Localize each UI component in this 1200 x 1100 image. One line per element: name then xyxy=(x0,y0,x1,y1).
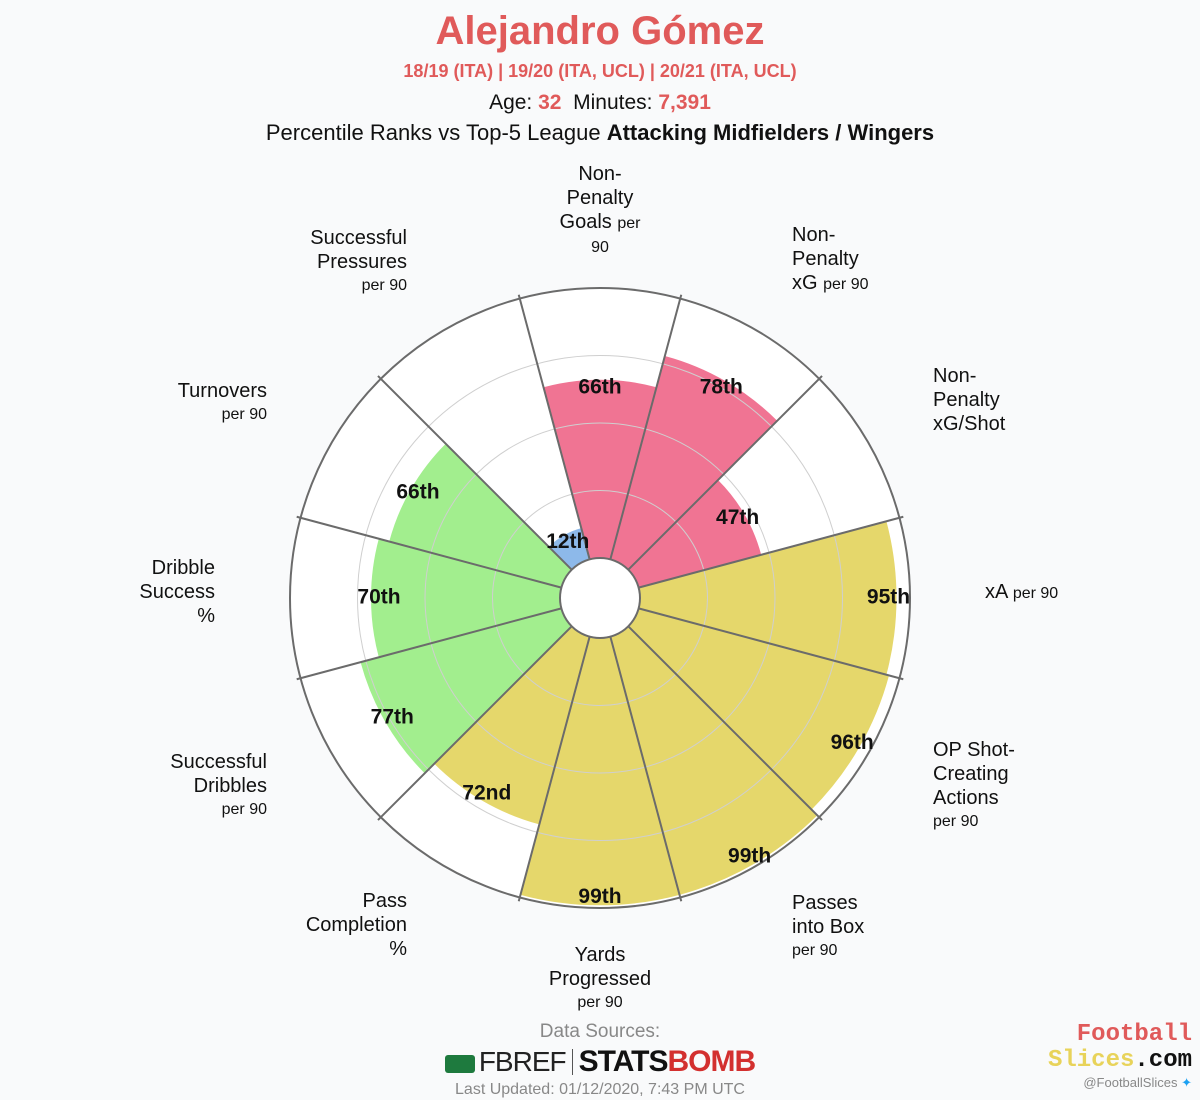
label-yards-progressed: Yards Progressed per 90 xyxy=(548,944,652,1011)
label-op-shot-creating-actions: OP Shot- Creating Actions per 90 xyxy=(933,739,1015,830)
percentile-label: 12th xyxy=(546,530,589,553)
wedge-non-penalty-xg xyxy=(610,355,778,570)
pitch-icon xyxy=(444,1054,475,1073)
label-successful-pressures: Successful Pressures per 90 xyxy=(310,227,407,294)
spoke-line xyxy=(517,294,591,560)
subtitle-prefix: Percentile Ranks vs Top-5 League xyxy=(265,120,601,145)
spoke-line xyxy=(377,625,573,821)
grid-ring-75 xyxy=(357,355,843,841)
chart-title: Alejandro Gómez xyxy=(435,9,765,53)
wedge-successful-dribbles xyxy=(360,608,572,774)
age-label: Age: xyxy=(489,91,533,114)
spoke-line xyxy=(296,515,562,589)
label-non-penalty-xg-per-shot: Non- Penalty xG/Shot xyxy=(933,365,1006,435)
chart-header: Alejandro Gómez 18/19 (ITA) | 19/20 (ITA… xyxy=(0,6,1200,148)
grid-ring-25 xyxy=(492,490,708,706)
label-passes-into-box: Passes into Box per 90 xyxy=(792,892,865,959)
label-dribble-success: Dribble Success % xyxy=(139,557,215,627)
wedge-yards-progressed xyxy=(520,636,680,906)
label-pass-completion: Pass Completion % xyxy=(305,890,407,960)
minutes-label: Minutes: xyxy=(573,91,653,114)
spoke-lines xyxy=(296,294,904,902)
seasons-line: 18/19 (ITA) | 19/20 (ITA, UCL) | 20/21 (… xyxy=(403,61,797,81)
grid-ring-50 xyxy=(424,422,776,774)
percentile-label: 96th xyxy=(831,731,874,754)
percentile-wedges xyxy=(360,355,897,906)
source-logos: FBREF STATSBOMB xyxy=(400,1045,800,1078)
percentile-label: 99th xyxy=(578,885,621,908)
subtitle-position: Attacking Midfielders / Wingers xyxy=(606,120,935,145)
wedge-pass-completion xyxy=(434,626,590,825)
percentile-label: 77th xyxy=(371,705,414,728)
label-non-penalty-xg: Non- Penalty xG per 90 xyxy=(792,224,869,294)
last-updated: Last Updated: 01/12/2020, 7:43 PM UTC xyxy=(455,1081,745,1098)
label-non-penalty-goals: Non- Penalty Goals per 90 xyxy=(559,163,641,256)
label-turnovers: Turnovers per 90 xyxy=(177,380,267,423)
wedge-successful-pressures xyxy=(548,528,590,570)
player-meta: Age: 32 Minutes: 7,391 xyxy=(0,88,1200,118)
fbref-logo: FBREF xyxy=(444,1046,567,1078)
wedge-turnovers xyxy=(389,443,572,588)
spoke-line xyxy=(296,607,562,681)
brand-handle: @FootballSlices ✦ xyxy=(1083,1075,1192,1090)
percentile-label: 78th xyxy=(700,375,743,398)
statsbomb-logo: STATSBOMB xyxy=(578,1045,757,1078)
grid-rings xyxy=(357,355,843,841)
football-slices-brand: Football Slices.com @FootballSlices ✦ xyxy=(1048,1022,1192,1092)
label-xa: xA per 90 xyxy=(985,581,1059,603)
spoke-line xyxy=(627,625,823,821)
spoke-line xyxy=(638,515,904,589)
percentile-label: 70th xyxy=(357,586,400,609)
percentile-label: 47th xyxy=(716,506,759,529)
wedge-non-penalty-xg-shot xyxy=(628,479,762,588)
minutes-value: 7,391 xyxy=(658,91,711,114)
percentile-label: 72nd xyxy=(462,782,511,805)
spoke-line xyxy=(638,607,904,681)
spoke-line xyxy=(609,294,683,560)
logo-divider xyxy=(571,1049,573,1075)
percentile-labels: 66th 78th 47th 95th 96th 99th 99th 72nd 77th 70th… xyxy=(357,375,910,908)
spoke-line xyxy=(377,375,573,571)
percentile-label: 99th xyxy=(728,845,771,868)
wedge-dribble-success xyxy=(371,538,562,658)
percentile-label: 66th xyxy=(396,480,439,503)
footer: Data Sources: FBREF STATSBOMB Last Updat… xyxy=(400,1020,800,1100)
spoke-line xyxy=(609,636,683,902)
brand-line-1: Football xyxy=(1076,1021,1192,1048)
percentile-label: 66th xyxy=(578,375,621,398)
twitter-bird-icon: ✦ xyxy=(1181,1075,1192,1090)
percentile-label: 95th xyxy=(867,586,910,609)
wedge-non-penalty-goals xyxy=(543,379,657,560)
wedge-xa xyxy=(638,521,897,675)
spoke-line xyxy=(627,375,823,571)
chart-subtitle: Percentile Ranks vs Top-5 League Attacki… xyxy=(0,118,1200,148)
spoke-line xyxy=(517,636,591,902)
center-hole xyxy=(559,557,641,639)
data-sources-label: Data Sources: xyxy=(539,1021,661,1042)
age-value: 32 xyxy=(538,91,562,114)
label-successful-dribbles: Successful Dribbles per 90 xyxy=(170,751,267,818)
brand-line-2: Slices.com xyxy=(1047,1047,1192,1074)
